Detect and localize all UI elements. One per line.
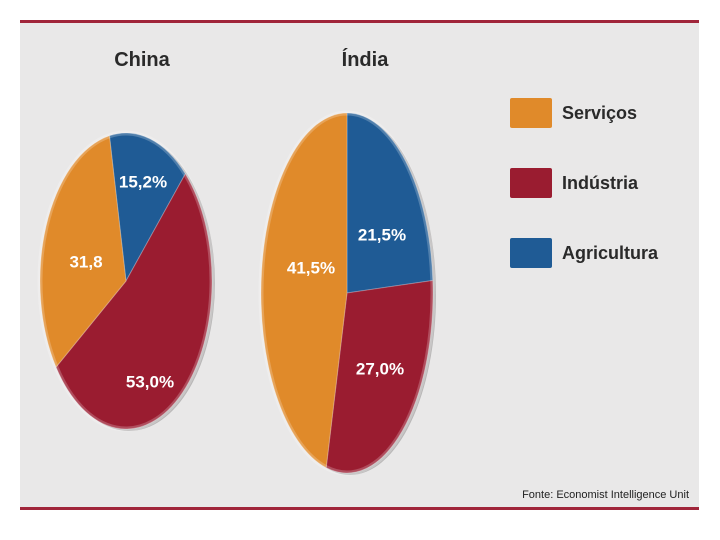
legend-label-servicos: Serviços xyxy=(562,103,638,123)
legend-swatch-agricultura xyxy=(510,238,552,268)
india-pie-title: Índia xyxy=(341,49,389,71)
india-slice-indústria xyxy=(325,279,434,474)
india-label-indústria: 27,0% xyxy=(356,359,404,378)
india-slice-highlight xyxy=(346,110,436,281)
india-slice-serviços xyxy=(260,112,348,469)
source-note: Fonte: Economist Intelligence Unit xyxy=(522,489,689,501)
legend-item-servicos: Serviços xyxy=(510,98,690,132)
china-label-agricultura: 15,2% xyxy=(119,172,167,191)
india-slice-highlight xyxy=(325,280,436,476)
china-label-indústria: 53,0% xyxy=(126,372,174,391)
legend-label-agricultura: Agricultura xyxy=(562,243,659,263)
china-slice-highlight xyxy=(53,172,215,432)
india-slice-agricultura xyxy=(346,112,434,294)
china-slice-highlight xyxy=(37,133,111,369)
china-slice-agricultura xyxy=(108,132,186,283)
india-label-serviços: 41,5% xyxy=(287,258,335,277)
india-slice-highlight xyxy=(258,110,348,470)
china-slice-serviços xyxy=(39,135,127,369)
legend-label-industria: Indústria xyxy=(562,173,639,193)
china-label-serviços: 31,8 xyxy=(69,252,102,271)
chart-panel: China Índia 31,8 53,0% 15,2% 41,5% 27,0% 21,5… xyxy=(20,20,699,510)
india-label-agricultura: 21,5% xyxy=(358,225,406,244)
legend-swatch-industria xyxy=(510,168,552,198)
legend-item-agricultura: Agricultura xyxy=(510,238,690,272)
legend-item-industria: Indústria xyxy=(510,168,690,202)
legend-swatch-servicos xyxy=(510,98,552,128)
china-pie-title: China xyxy=(114,49,170,71)
china-slice-highlight xyxy=(108,130,188,176)
pie-charts: 31,8 53,0% 15,2% 41,5% 27,0% 21,5% xyxy=(37,110,436,476)
china-slice-indústria xyxy=(55,172,213,430)
